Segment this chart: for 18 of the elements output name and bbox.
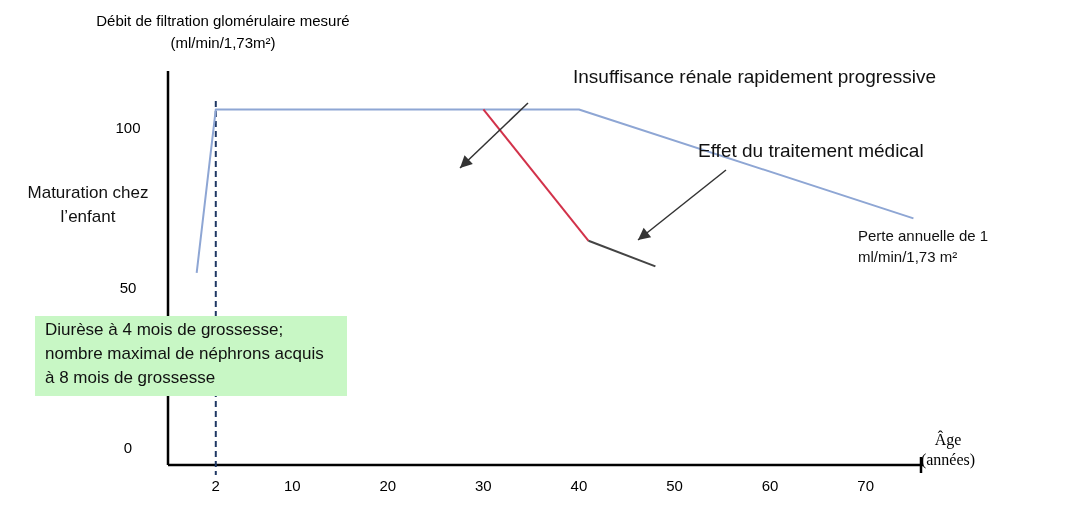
text: Maturation chez l’enfant	[27, 183, 149, 226]
y-tick-label: 50	[119, 278, 137, 296]
y-tick-label: 0	[123, 438, 133, 456]
annotation: Diurèse à 4 mois de grossesse; nombre maximal de néphrons acquis à 8 mois de grossesse	[45, 320, 324, 387]
x-tick-label: 2	[211, 477, 220, 494]
x-tick-label: 60	[761, 477, 779, 494]
y-tick-label: 100	[115, 118, 141, 136]
x-axis-title: Âge (années)	[920, 430, 976, 469]
x-tick-label: 70	[857, 477, 874, 494]
x-tick-label: 30	[475, 477, 492, 494]
annotation: Insuffisance rénale rapidement progressive	[573, 66, 936, 87]
annotation: Effet du traitement médical	[698, 140, 924, 161]
x-tick-label: 10	[283, 477, 301, 494]
x-tick-label: 50	[666, 477, 683, 494]
y-axis-title: Débit de filtration glomérulaire mesuré (ml/min/1,73m²)	[96, 12, 350, 51]
x-tick-label: 40	[570, 477, 588, 494]
annotation: Perte annuelle de 1 ml/min/1,73 m²	[858, 227, 989, 265]
x-tick-label: 20	[379, 477, 397, 494]
